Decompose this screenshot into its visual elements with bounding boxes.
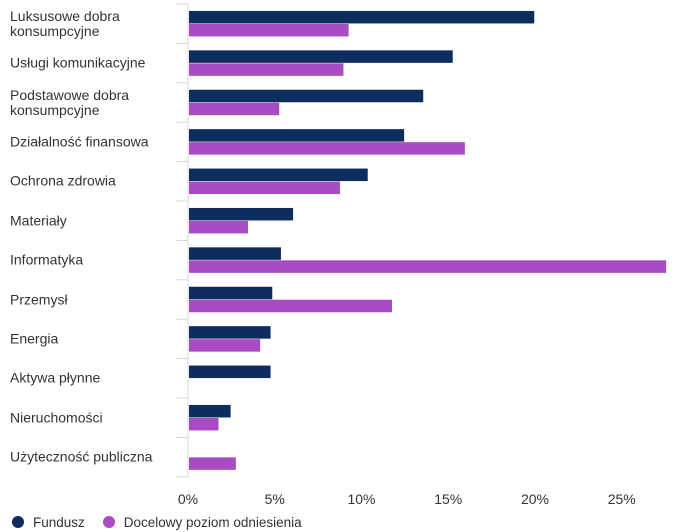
x-tick-label: 25% (608, 491, 636, 507)
bar-benchmark (189, 142, 465, 155)
bar-fundusz (189, 168, 368, 182)
category-separators (176, 3, 189, 478)
bar-benchmark (189, 457, 236, 470)
category-label: Luksusowe dobra konsumpcyjne (10, 7, 120, 39)
bar-fundusz (189, 365, 271, 379)
category-labels: Luksusowe dobra konsumpcyjne Usługi komu… (0, 0, 180, 480)
bar-benchmark (189, 102, 280, 116)
bar-fundusz (189, 247, 281, 260)
bar-fundusz (189, 89, 424, 103)
category-label: Energia (10, 330, 59, 347)
x-tick-label: 10% (347, 491, 375, 507)
bar-fundusz (189, 286, 273, 300)
bars-group (189, 10, 667, 470)
legend-marker-icon (12, 516, 24, 528)
category-label: Ochrona zdrowia (10, 172, 116, 189)
category-label: Aktywa płynne (10, 369, 101, 386)
legend-label: Fundusz (33, 514, 85, 530)
category-label: Działalność finansowa (10, 133, 149, 150)
bar-fundusz (189, 50, 453, 63)
bar-benchmark (189, 339, 261, 352)
legend-item-fundusz: Fundusz (12, 515, 85, 530)
x-axis-ticks: 0% 5% 10% 15% 20% 25% (178, 491, 636, 507)
bar-fundusz (189, 129, 405, 142)
bar-fundusz (189, 207, 294, 221)
x-tick-label: 0% (178, 491, 198, 507)
category-label: Przemysł (10, 291, 68, 307)
category-label: Informatyka (10, 251, 84, 268)
legend-marker-icon (102, 516, 115, 528)
bar-benchmark (189, 63, 344, 76)
bar-benchmark (189, 417, 219, 431)
category-label: Nieruchomości (10, 409, 103, 426)
legend: Fundusz Docelowy poziom odniesienia (12, 512, 320, 532)
bar-benchmark (189, 220, 248, 234)
bar-benchmark (189, 299, 392, 313)
bar-benchmark (189, 23, 349, 37)
bar-benchmark (189, 181, 340, 195)
category-label: Usługi komunikacyjne (10, 54, 146, 71)
bar-fundusz (189, 404, 231, 418)
bar-fundusz (189, 10, 535, 24)
x-tick-label: 5% (265, 491, 285, 507)
category-label: Podstawowe dobra konsumpcyjne (10, 86, 130, 118)
legend-label: Docelowy poziom odniesienia (123, 514, 302, 530)
category-label: Materiały (10, 212, 67, 229)
x-tick-label: 15% (434, 491, 462, 507)
legend-item-benchmark: Docelowy poziom odniesienia (102, 514, 302, 530)
x-tick-label: 20% (521, 491, 549, 507)
category-label: Użyteczność publiczna (10, 448, 153, 465)
bar-benchmark (189, 260, 667, 273)
bar-fundusz (189, 326, 271, 339)
